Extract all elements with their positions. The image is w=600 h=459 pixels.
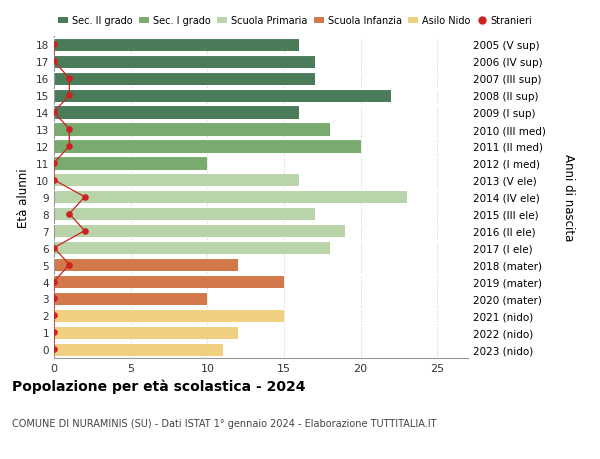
Bar bbox=[54, 326, 238, 339]
Bar bbox=[54, 90, 391, 102]
Bar bbox=[54, 106, 299, 119]
Point bbox=[49, 109, 59, 117]
Y-axis label: Anni di nascita: Anni di nascita bbox=[562, 154, 575, 241]
Point bbox=[80, 194, 89, 201]
Point bbox=[49, 177, 59, 184]
Bar bbox=[54, 275, 284, 289]
Bar bbox=[54, 73, 314, 85]
Point bbox=[65, 261, 74, 269]
Bar bbox=[54, 39, 299, 52]
Point bbox=[49, 245, 59, 252]
Bar bbox=[54, 191, 407, 204]
Bar bbox=[54, 292, 208, 305]
Point bbox=[49, 295, 59, 302]
Point bbox=[49, 160, 59, 167]
Point bbox=[49, 312, 59, 319]
Y-axis label: Età alunni: Età alunni bbox=[17, 168, 31, 227]
Point bbox=[49, 329, 59, 336]
Bar bbox=[54, 207, 314, 221]
Legend: Sec. II grado, Sec. I grado, Scuola Primaria, Scuola Infanzia, Asilo Nido, Stran: Sec. II grado, Sec. I grado, Scuola Prim… bbox=[54, 12, 536, 30]
Point bbox=[49, 278, 59, 285]
Bar bbox=[54, 224, 346, 238]
Point bbox=[49, 41, 59, 49]
Point bbox=[65, 92, 74, 100]
Text: COMUNE DI NURAMINIS (SU) - Dati ISTAT 1° gennaio 2024 - Elaborazione TUTTITALIA.: COMUNE DI NURAMINIS (SU) - Dati ISTAT 1°… bbox=[12, 418, 437, 428]
Point bbox=[65, 75, 74, 83]
Point bbox=[49, 58, 59, 66]
Point bbox=[49, 346, 59, 353]
Bar bbox=[54, 258, 238, 272]
Point bbox=[65, 211, 74, 218]
Bar bbox=[54, 123, 330, 136]
Bar bbox=[54, 56, 314, 69]
Point bbox=[65, 126, 74, 134]
Bar bbox=[54, 309, 284, 322]
Point bbox=[80, 228, 89, 235]
Bar bbox=[54, 140, 361, 153]
Bar bbox=[54, 343, 223, 356]
Bar bbox=[54, 241, 330, 255]
Bar bbox=[54, 157, 208, 170]
Bar bbox=[54, 174, 299, 187]
Point bbox=[65, 143, 74, 150]
Text: Popolazione per età scolastica - 2024: Popolazione per età scolastica - 2024 bbox=[12, 379, 305, 393]
